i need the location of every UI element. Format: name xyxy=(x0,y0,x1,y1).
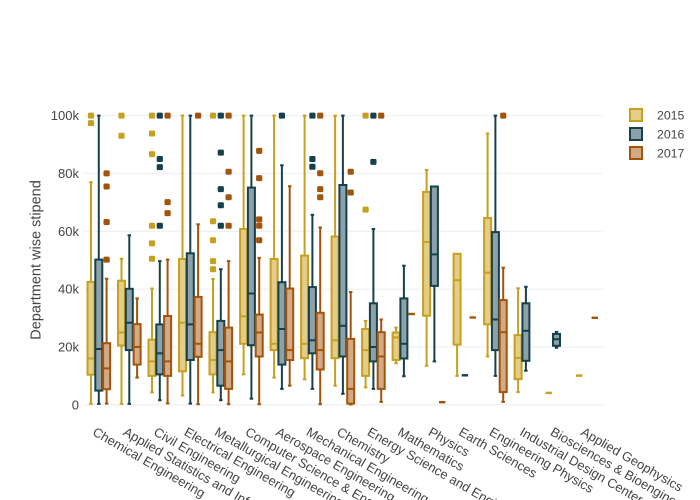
svg-text:80k: 80k xyxy=(58,166,79,181)
svg-text:40k: 40k xyxy=(58,282,79,297)
svg-text:Department wise stipend: Department wise stipend xyxy=(29,180,45,340)
svg-text:2017: 2017 xyxy=(657,147,685,161)
svg-text:100k: 100k xyxy=(51,108,80,123)
svg-text:60k: 60k xyxy=(58,224,79,239)
svg-text:2016: 2016 xyxy=(657,128,685,142)
svg-text:2015: 2015 xyxy=(657,109,685,123)
svg-text:0: 0 xyxy=(72,397,79,412)
svg-text:20k: 20k xyxy=(58,340,79,355)
